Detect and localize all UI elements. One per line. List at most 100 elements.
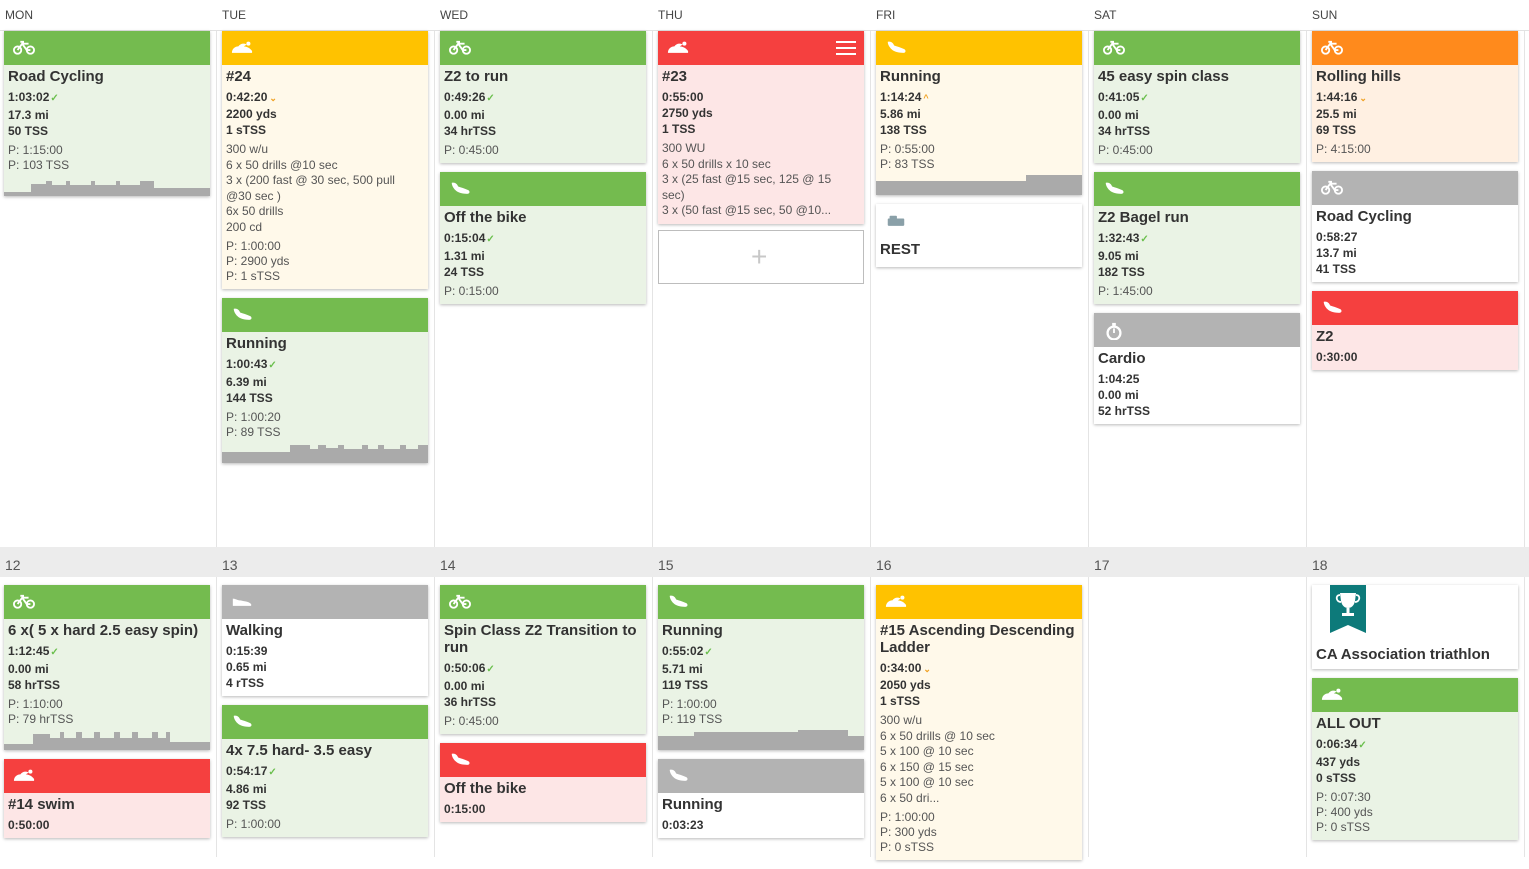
workout-card[interactable]: Off the bike 0:15:04✓ 1.31 mi 24 TSS P: 0:15…	[440, 172, 646, 304]
workout-card[interactable]: Z2 0:30:00	[1312, 291, 1518, 370]
column-divider	[1524, 31, 1525, 857]
workout-card-header	[4, 31, 210, 65]
workout-card-header	[1094, 172, 1300, 206]
completed-check-icon: ✓	[50, 647, 59, 658]
workout-card[interactable]: Road Cycling 0:58:27 13.7 mi 41 TSS	[1312, 171, 1518, 282]
workout-card-header	[1312, 171, 1518, 205]
workout-tss: 58 hrTSS	[8, 678, 61, 692]
column-divider	[870, 31, 871, 857]
workout-title: Z2	[1316, 328, 1334, 345]
run-icon	[449, 181, 471, 197]
planned-value: P: 103 TSS	[8, 158, 70, 172]
workout-card[interactable]: Road Cycling 1:03:02✓ 17.3 mi 50 TSS P: 1:15…	[4, 31, 210, 196]
workout-duration: 0:50:00	[8, 818, 50, 832]
workout-card[interactable]: Z2 to run 0:49:26✓ 0.00 mi 34 hrTSS P: 0:45:…	[440, 31, 646, 163]
workout-card[interactable]: 4x 7.5 hard- 3.5 easy 0:54:17✓ 4.86 mi 92 T…	[222, 705, 428, 837]
workout-card[interactable]: Running 0:03:23	[658, 759, 864, 838]
workout-card[interactable]: Off the bike 0:15:00	[440, 743, 646, 822]
planned-value: P: 79 hrTSS	[8, 712, 74, 726]
workout-card[interactable]: Running 1:00:43✓ 6.39 mi 144 TSS P: 1:00:20 P…	[222, 298, 428, 463]
swim-icon	[231, 40, 253, 56]
day-column: Spin Class Z2 Transition to run 0:50:06✓ 0…	[440, 585, 646, 831]
workout-card[interactable]: REST	[876, 204, 1082, 267]
workout-tss: 1 TSS	[662, 122, 696, 136]
week-row-1: Road Cycling 1:03:02✓ 17.3 mi 50 TSS P: 1:15…	[0, 31, 1529, 547]
swim-icon	[13, 768, 35, 784]
workout-description-line: 6 x 50 dri...	[880, 790, 940, 805]
workout-tss: 119 TSS	[662, 678, 709, 692]
day-name: SUN	[1312, 8, 1338, 22]
workout-distance: 17.3 mi	[8, 108, 49, 122]
workout-description-line: 300 w/u	[880, 713, 923, 727]
add-icon[interactable]: +	[751, 240, 768, 272]
workout-card[interactable]: Walking 0:15:39 0.65 mi 4 rTSS	[222, 585, 428, 696]
workout-description-line: 6x 50 drills	[226, 204, 284, 218]
bike-icon	[1321, 180, 1343, 196]
run-icon	[667, 594, 689, 610]
workout-card-header	[4, 585, 210, 619]
workout-tss: 0 sTSS	[1316, 771, 1357, 785]
workout-description-line: 3 x (50 fast @15 sec, 50 @10...	[662, 203, 832, 217]
planned-value: P: 1:00:00	[226, 239, 281, 253]
day-name: THU	[658, 8, 683, 22]
planned-value: P: 1:10:00	[8, 697, 63, 711]
column-divider	[1088, 31, 1089, 857]
workout-tss: 92 TSS	[226, 798, 267, 812]
bike-icon	[1321, 40, 1343, 56]
workout-duration: 1:12:45	[8, 644, 50, 658]
workout-card[interactable]: Cardio 1:04:25 0.00 mi 52 hrTSS	[1094, 313, 1300, 424]
workout-duration: 0:55:02	[662, 644, 704, 658]
workout-card-header	[1312, 678, 1518, 712]
planned-value: P: 0:15:00	[444, 284, 499, 298]
bike-icon	[13, 594, 35, 610]
workout-card[interactable]: Running 1:14:24 ^ 5.86 mi 138 TSS P: 0:55:00 P…	[876, 31, 1082, 195]
day-name: SAT	[1094, 8, 1117, 22]
stopwatch-icon	[1103, 322, 1125, 341]
workout-profile-chart	[222, 445, 428, 463]
completed-check-icon: ✓	[1358, 740, 1367, 751]
event-card[interactable]: CA Association triathlon	[1312, 585, 1518, 669]
workout-duration: 0:58:27	[1316, 230, 1358, 244]
workout-card[interactable]: Running 0:55:02✓ 5.71 mi 119 TSS P: 1:00:00 P…	[658, 585, 864, 750]
completed-check-icon: ✓	[486, 664, 495, 675]
day-column: Running 0:55:02✓ 5.71 mi 119 TSS P: 1:00:00 P…	[658, 585, 864, 847]
workout-card-header	[222, 31, 428, 65]
workout-title: Z2 to run	[444, 68, 509, 85]
workout-tss: 52 hrTSS	[1098, 404, 1151, 418]
workout-tss: 138 TSS	[880, 123, 927, 137]
day-column: 45 easy spin class 0:41:05✓ 0.00 mi 34 hrTS…	[1094, 31, 1300, 433]
workout-card[interactable]: Spin Class Z2 Transition to run 0:50:06✓ 0…	[440, 585, 646, 734]
workout-card-header	[658, 585, 864, 619]
bike-icon	[449, 594, 471, 610]
workout-card-header	[658, 759, 864, 793]
column-divider	[1306, 31, 1307, 857]
workout-title: Rolling hills	[1316, 68, 1401, 85]
workout-duration: 0:30:00	[1316, 350, 1358, 364]
workout-card[interactable]: 6 x( 5 x hard 2.5 easy spin) 1:12:45✓ 0.00…	[4, 585, 210, 750]
workout-card[interactable]: Rolling hills 1:44:16 ⌄ 25.5 mi 69 TSS P: 4:1…	[1312, 31, 1518, 162]
workout-card-header	[876, 31, 1082, 65]
add-workout-slot[interactable]: +	[658, 229, 864, 284]
workout-title: 4x 7.5 hard- 3.5 easy	[226, 742, 372, 759]
workout-title: Z2 Bagel run	[1098, 209, 1189, 226]
workout-distance: 437 yds	[1316, 755, 1361, 769]
workout-description-line: 5 x 100 @ 10 sec	[880, 775, 974, 789]
compliance-caret-icon: ^	[923, 93, 929, 103]
workout-card[interactable]: #24 0:42:20 ⌄ 2200 yds 1 sTSS 300 w/u 6 x 50 d…	[222, 31, 428, 289]
run-icon	[1103, 181, 1125, 197]
menu-icon[interactable]	[836, 41, 856, 55]
workout-card[interactable]: ALL OUT 0:06:34✓ 437 yds 0 sTSS P: 0:07:30 P:…	[1312, 678, 1518, 840]
workout-card-header	[440, 172, 646, 206]
planned-value: P: 1:00:20	[226, 410, 281, 424]
planned-value: P: 0 sTSS	[1316, 820, 1371, 834]
workout-card[interactable]: #15 Ascending Descending Ladder 0:34:00 ⌄ 2…	[876, 585, 1082, 860]
workout-card[interactable]: 45 easy spin class 0:41:05✓ 0.00 mi 34 hrTS…	[1094, 31, 1300, 163]
planned-value: P: 4:15:00	[1316, 142, 1371, 156]
workout-card[interactable]: #14 swim 0:50:00	[4, 759, 210, 838]
completed-check-icon: ✓	[1140, 234, 1149, 245]
workout-tss: 34 hrTSS	[444, 124, 497, 138]
workout-card[interactable]: Z2 Bagel run 1:32:43✓ 9.05 mi 182 TSS P: 1:4…	[1094, 172, 1300, 304]
planned-value: P: 0 sTSS	[880, 840, 935, 854]
workout-card[interactable]: #23 0:55:00 2750 yds 1 TSS 300 WU 6 x 50 dril…	[658, 31, 864, 224]
workout-duration: 0:49:26	[444, 90, 486, 104]
